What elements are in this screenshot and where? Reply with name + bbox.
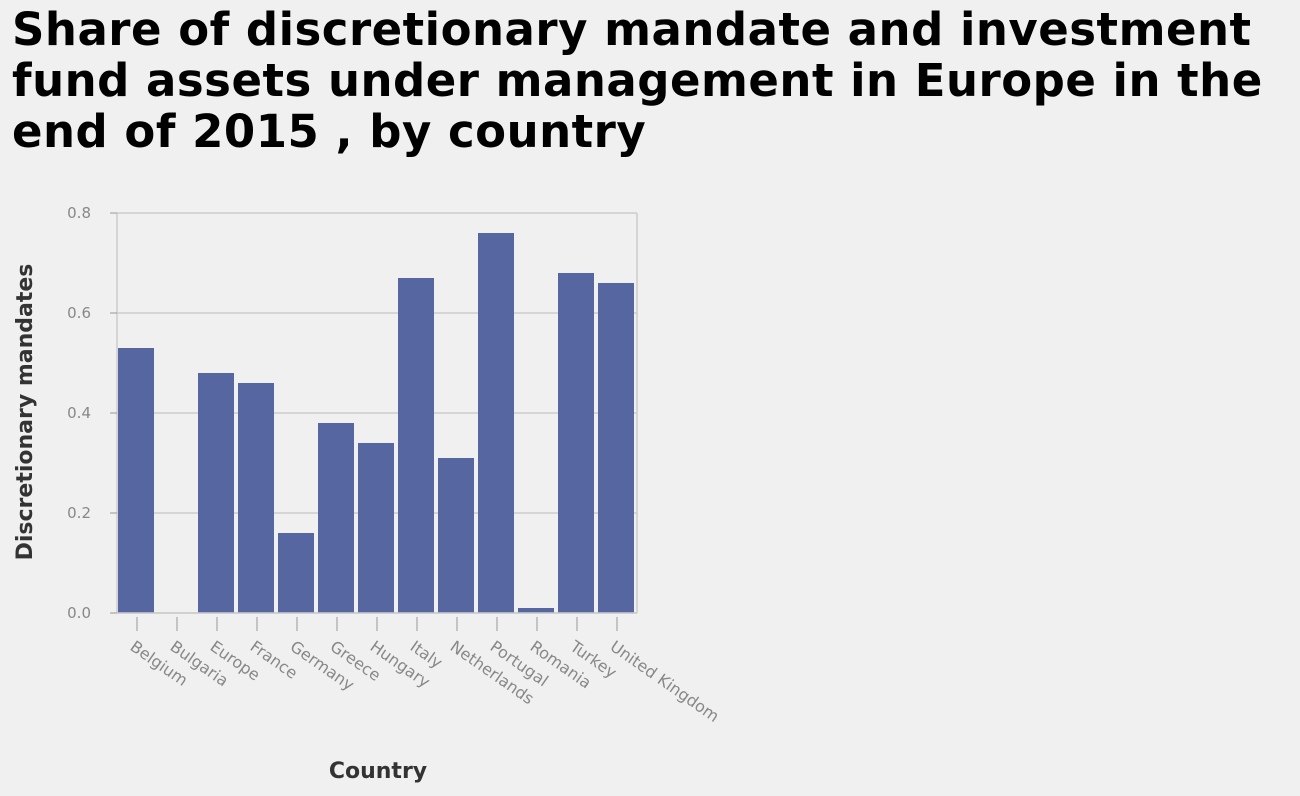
y-tick-label: 0.4 xyxy=(67,404,91,422)
bar-portugal xyxy=(478,233,514,613)
bar-europe xyxy=(198,373,234,613)
bar-united-kingdom xyxy=(598,283,634,613)
x-axis-title: Country xyxy=(329,759,427,784)
x-axis-ticks: BelgiumBulgariaEuropeFranceGermanyGreece… xyxy=(127,617,723,726)
bars xyxy=(118,233,634,613)
bar-hungary xyxy=(358,443,394,613)
y-axis-ticks: 0.0 0.2 0.4 0.6 0.8 xyxy=(67,204,117,622)
bar-turkey xyxy=(558,273,594,613)
y-tick-label: 0.2 xyxy=(67,504,91,522)
y-tick-label: 0.8 xyxy=(67,204,91,222)
x-tick-label: United Kingdom xyxy=(607,637,723,726)
bar-greece xyxy=(318,423,354,613)
bar-netherlands xyxy=(438,458,474,613)
bar-germany xyxy=(278,533,314,613)
bar-italy xyxy=(398,278,434,613)
y-tick-label: 0.6 xyxy=(67,304,91,322)
bar-romania xyxy=(518,608,554,613)
y-tick-label: 0.0 xyxy=(67,604,91,622)
bar-france xyxy=(238,383,274,613)
bar-belgium xyxy=(118,348,154,613)
y-axis-title: Discretionary mandates xyxy=(13,264,38,561)
chart-title: Share of discretionary mandate and inves… xyxy=(12,3,1263,158)
